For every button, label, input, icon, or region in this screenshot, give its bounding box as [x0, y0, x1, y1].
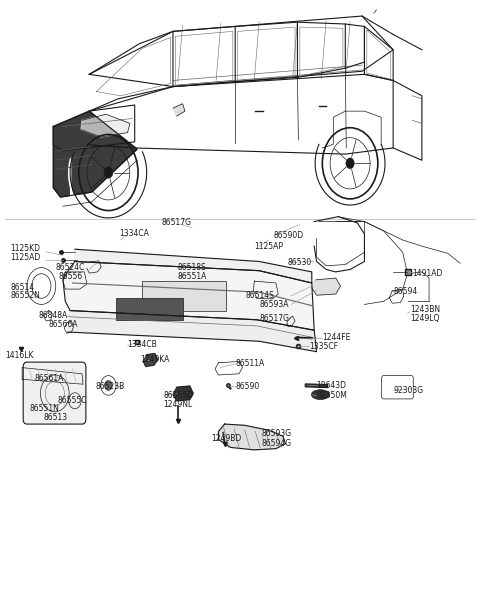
Text: 86848A: 86848A [39, 311, 68, 320]
Text: 1416LK: 1416LK [5, 351, 34, 360]
Polygon shape [173, 386, 193, 401]
Text: 86593G: 86593G [262, 429, 292, 438]
Text: 1249NL: 1249NL [163, 400, 192, 409]
Text: 1335CF: 1335CF [310, 343, 338, 351]
Polygon shape [53, 111, 137, 197]
Text: 86513: 86513 [44, 413, 68, 423]
Text: 86523B: 86523B [96, 382, 125, 391]
Polygon shape [22, 368, 83, 384]
Circle shape [105, 381, 112, 391]
Text: 86514: 86514 [10, 283, 35, 292]
Text: 86551N: 86551N [29, 404, 60, 413]
Text: 86565D: 86565D [163, 391, 193, 400]
Text: 86514S: 86514S [246, 291, 275, 300]
Text: 86551A: 86551A [178, 272, 207, 281]
Text: 86511A: 86511A [235, 359, 264, 368]
Text: 86566A: 86566A [48, 320, 78, 329]
Text: 86594: 86594 [393, 287, 418, 296]
Text: 86517G: 86517G [259, 314, 289, 323]
Polygon shape [63, 261, 314, 330]
Polygon shape [173, 104, 185, 116]
Text: 86556: 86556 [58, 272, 83, 281]
Text: 1125AD: 1125AD [10, 253, 40, 262]
Text: 1491AD: 1491AD [412, 269, 443, 277]
Polygon shape [218, 424, 286, 450]
Text: 86555C: 86555C [57, 395, 87, 405]
Text: 86552N: 86552N [10, 292, 40, 300]
Text: 86593A: 86593A [259, 300, 288, 309]
Text: 18643D: 18643D [317, 381, 347, 390]
Ellipse shape [312, 390, 329, 400]
Text: 86518S: 86518S [178, 263, 206, 272]
Polygon shape [144, 354, 157, 367]
Text: 86590: 86590 [235, 381, 260, 391]
Text: 1249BD: 1249BD [211, 434, 241, 443]
Text: 86524C: 86524C [56, 263, 85, 272]
Polygon shape [81, 114, 130, 137]
Text: 86517G: 86517G [161, 218, 191, 228]
Text: 1243BN: 1243BN [410, 306, 440, 314]
Bar [116, 298, 182, 320]
Text: 1249LQ: 1249LQ [410, 314, 439, 323]
Text: 86561A: 86561A [34, 373, 63, 383]
Text: 86590D: 86590D [274, 231, 304, 240]
Text: 92303G: 92303G [393, 386, 423, 395]
Bar [142, 281, 226, 311]
Text: 1125AP: 1125AP [254, 242, 283, 251]
Text: 1334CA: 1334CA [120, 229, 149, 239]
Polygon shape [312, 278, 340, 295]
Circle shape [104, 167, 113, 178]
Text: 1125KD: 1125KD [10, 244, 40, 253]
Text: 1244FE: 1244FE [323, 333, 351, 342]
Circle shape [346, 158, 354, 169]
Text: 92350M: 92350M [317, 391, 348, 400]
Polygon shape [75, 249, 312, 283]
Text: 1334CB: 1334CB [128, 340, 157, 349]
Text: 1249KA: 1249KA [141, 354, 170, 363]
Text: 86594G: 86594G [262, 438, 292, 448]
Polygon shape [68, 311, 317, 352]
Text: 86530: 86530 [288, 258, 312, 267]
FancyBboxPatch shape [23, 362, 86, 424]
